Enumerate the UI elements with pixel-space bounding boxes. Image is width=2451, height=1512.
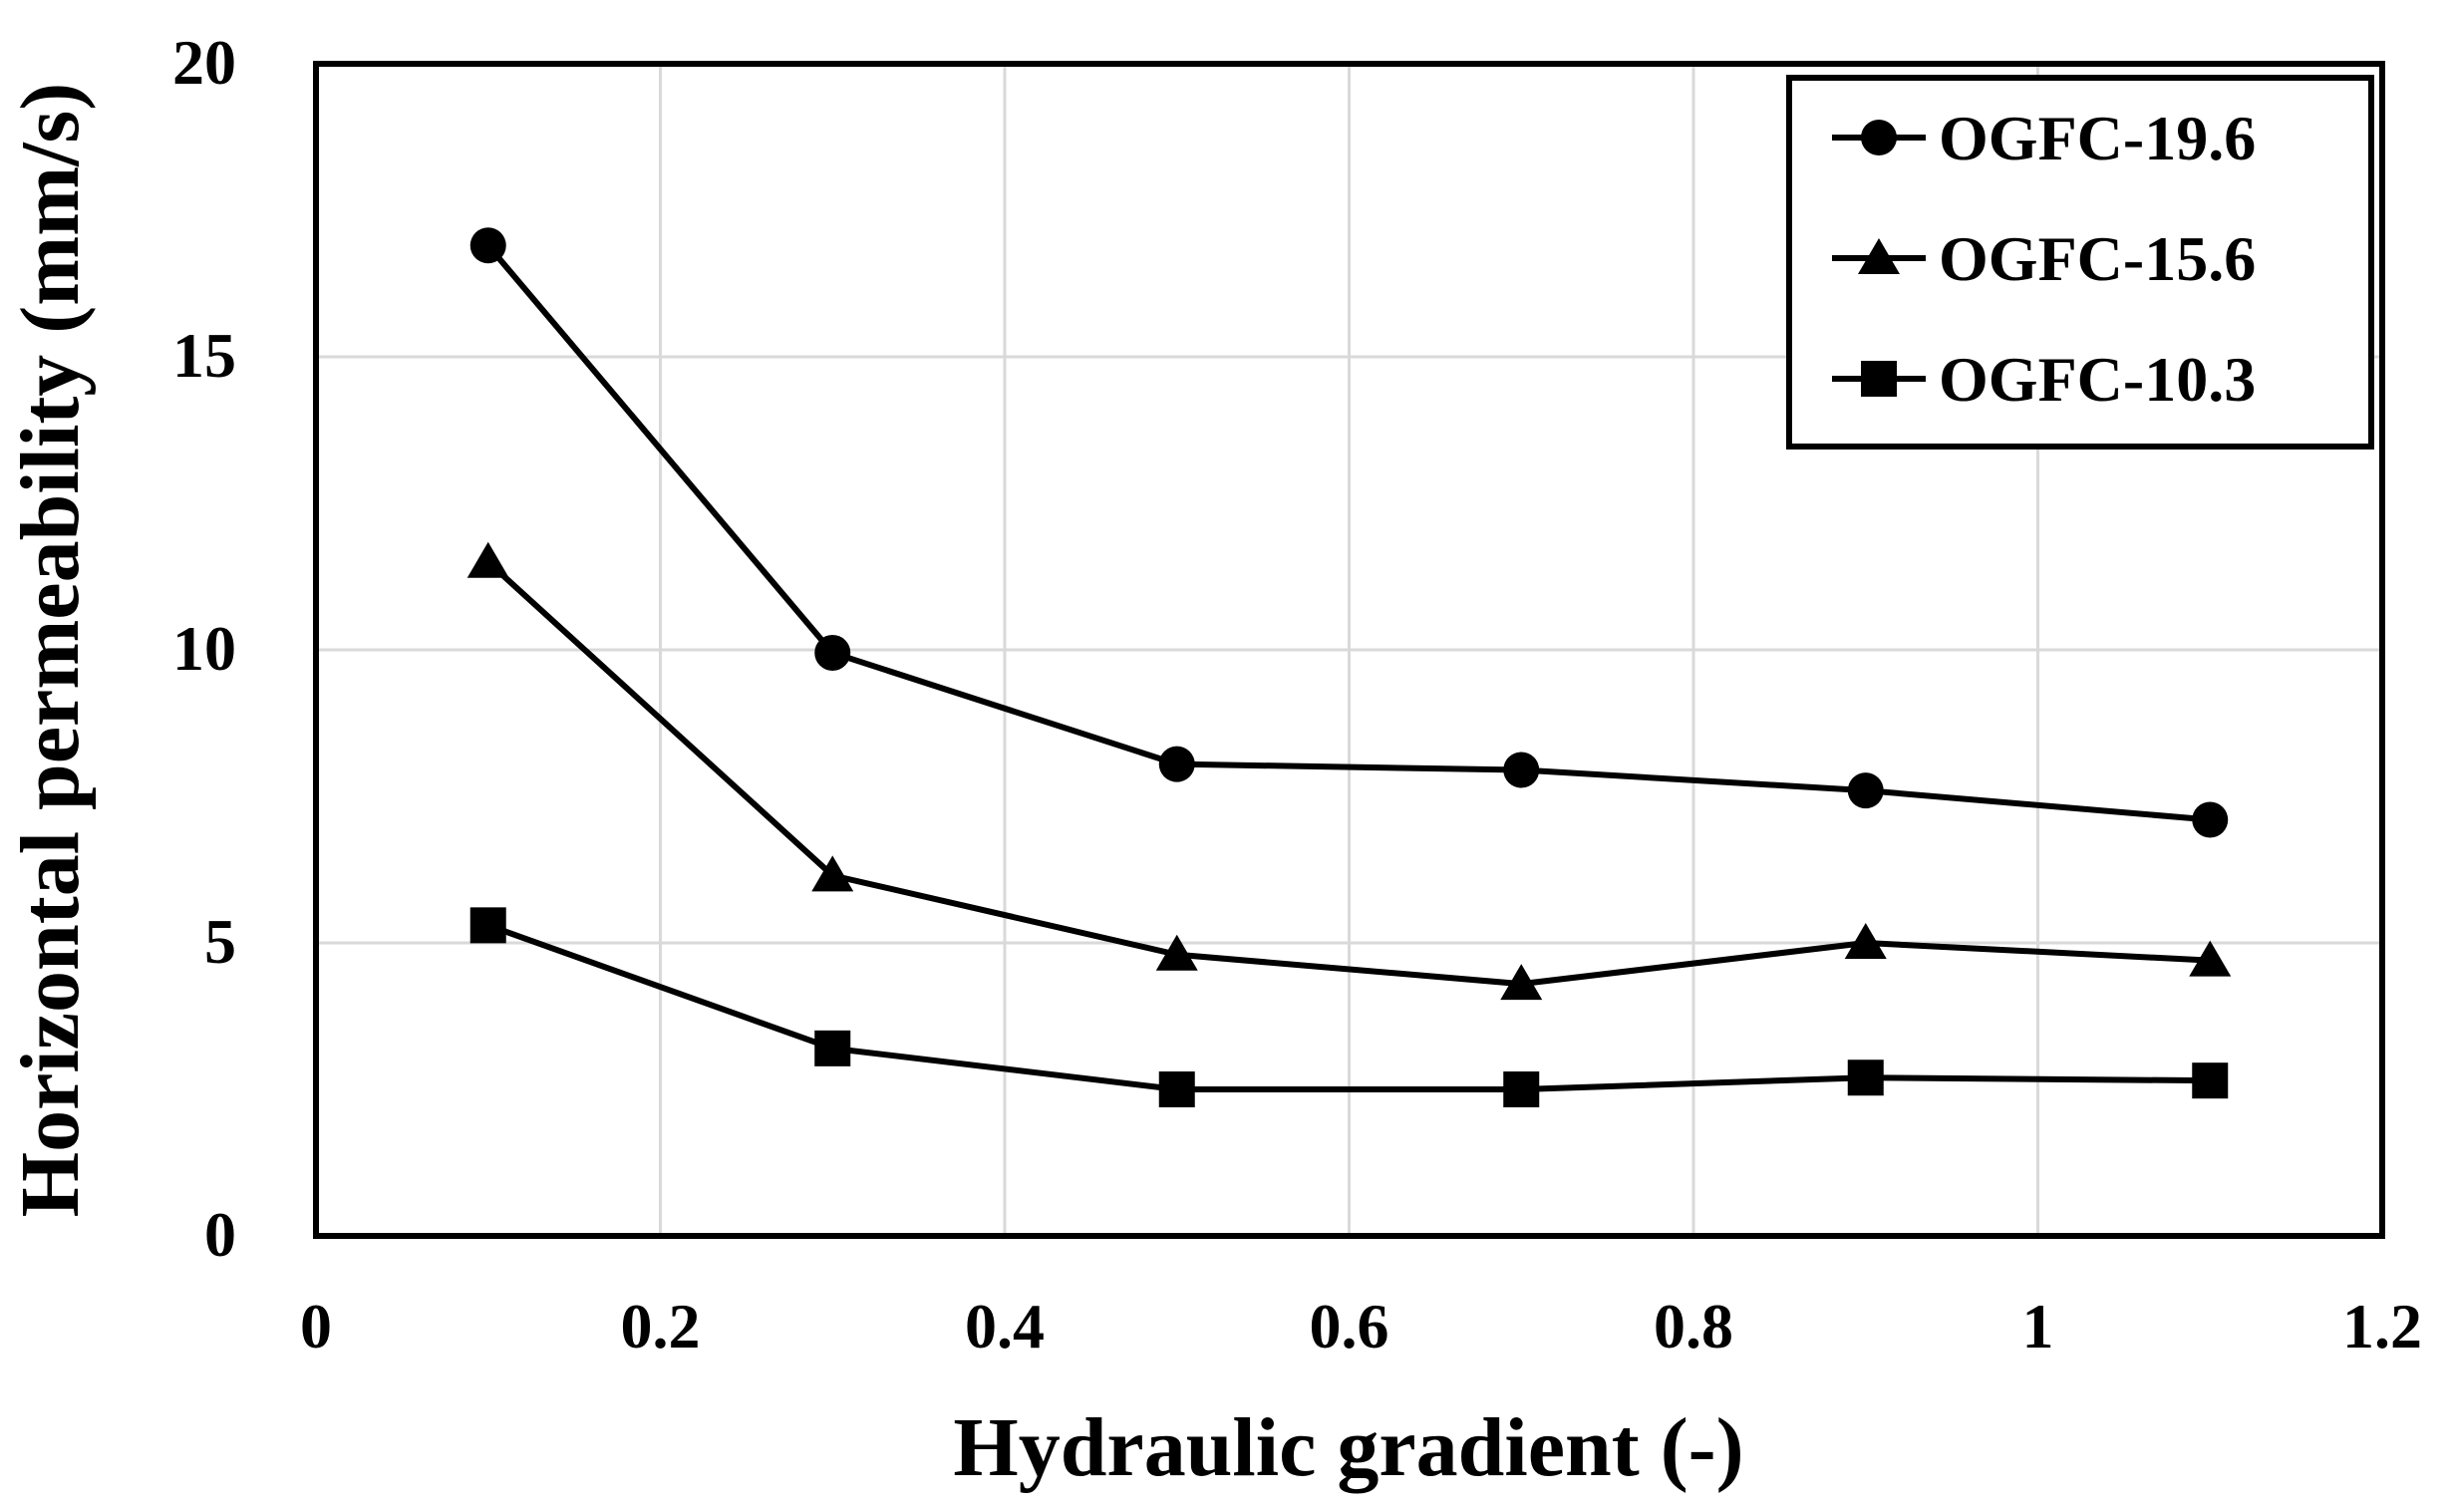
data-point: [1158, 746, 1195, 782]
data-point: [2192, 1062, 2229, 1099]
tick-labels: 0 0.2 0.4 0.6 0.8 1 1.2 0 5 10 15 20: [172, 27, 2422, 1361]
series-OGFC-19.6: [469, 227, 2229, 838]
y-tick-label: 5: [204, 906, 236, 977]
data-point: [1847, 1059, 1884, 1096]
legend-label: OGFC-19.6: [1939, 103, 2256, 173]
legend-entry: OGFC-19.6: [1832, 103, 2256, 173]
data-point: [1500, 964, 1543, 1001]
series-group: [466, 227, 2232, 1107]
legend-label: OGFC-15.6: [1939, 223, 2256, 294]
legend: OGFC-19.6 OGFC-15.6 OGFC-10.3: [1786, 75, 2374, 450]
x-tick-label: 0.6: [1310, 1291, 1389, 1361]
y-axis-title: Horizontal permeability (mm/s): [4, 83, 97, 1217]
data-point: [814, 1030, 851, 1066]
legend-entry: OGFC-10.3: [1832, 344, 2256, 415]
data-point: [2192, 801, 2229, 838]
legend-entries: OGFC-19.6 OGFC-15.6 OGFC-10.3: [1832, 103, 2256, 415]
data-point: [814, 634, 851, 671]
data-point: [1503, 1071, 1540, 1107]
data-point: [466, 541, 509, 578]
y-tick-label: 0: [204, 1199, 236, 1270]
plot-area-border: [313, 61, 2385, 1239]
y-tick-label: 10: [172, 613, 236, 684]
y-tick-label: 15: [172, 320, 236, 391]
data-point: [1155, 934, 1198, 971]
x-tick-label: 1: [2022, 1291, 2054, 1361]
legend-label: OGFC-10.3: [1939, 344, 2256, 415]
data-point: [1847, 772, 1884, 809]
x-axis-title: Hydraulic gradient (-): [953, 1401, 1743, 1494]
series-OGFC-10.3: [469, 907, 2229, 1107]
x-tick-label: 0: [300, 1291, 332, 1361]
legend-entry: OGFC-15.6: [1832, 223, 2256, 294]
x-tick-label: 0.4: [965, 1291, 1045, 1361]
legend-marker: [1861, 120, 1897, 155]
data-point: [1503, 752, 1540, 788]
x-tick-label: 0.2: [621, 1291, 701, 1361]
data-point: [2189, 940, 2232, 977]
series-line: [486, 922, 2211, 1092]
y-tick-label: 20: [172, 27, 236, 98]
data-point: [469, 227, 506, 264]
x-tick-label: 1.2: [2342, 1291, 2422, 1361]
series-line: [485, 243, 2211, 823]
legend-marker: [1861, 361, 1897, 397]
series-OGFC-15.6: [466, 541, 2232, 1001]
x-tick-label: 0.8: [1654, 1291, 1733, 1361]
data-point: [811, 855, 854, 892]
data-point: [1844, 923, 1887, 959]
data-point: [469, 907, 506, 944]
data-point: [1158, 1071, 1195, 1107]
series-line: [485, 559, 2211, 988]
legend-marker: [1858, 238, 1900, 274]
